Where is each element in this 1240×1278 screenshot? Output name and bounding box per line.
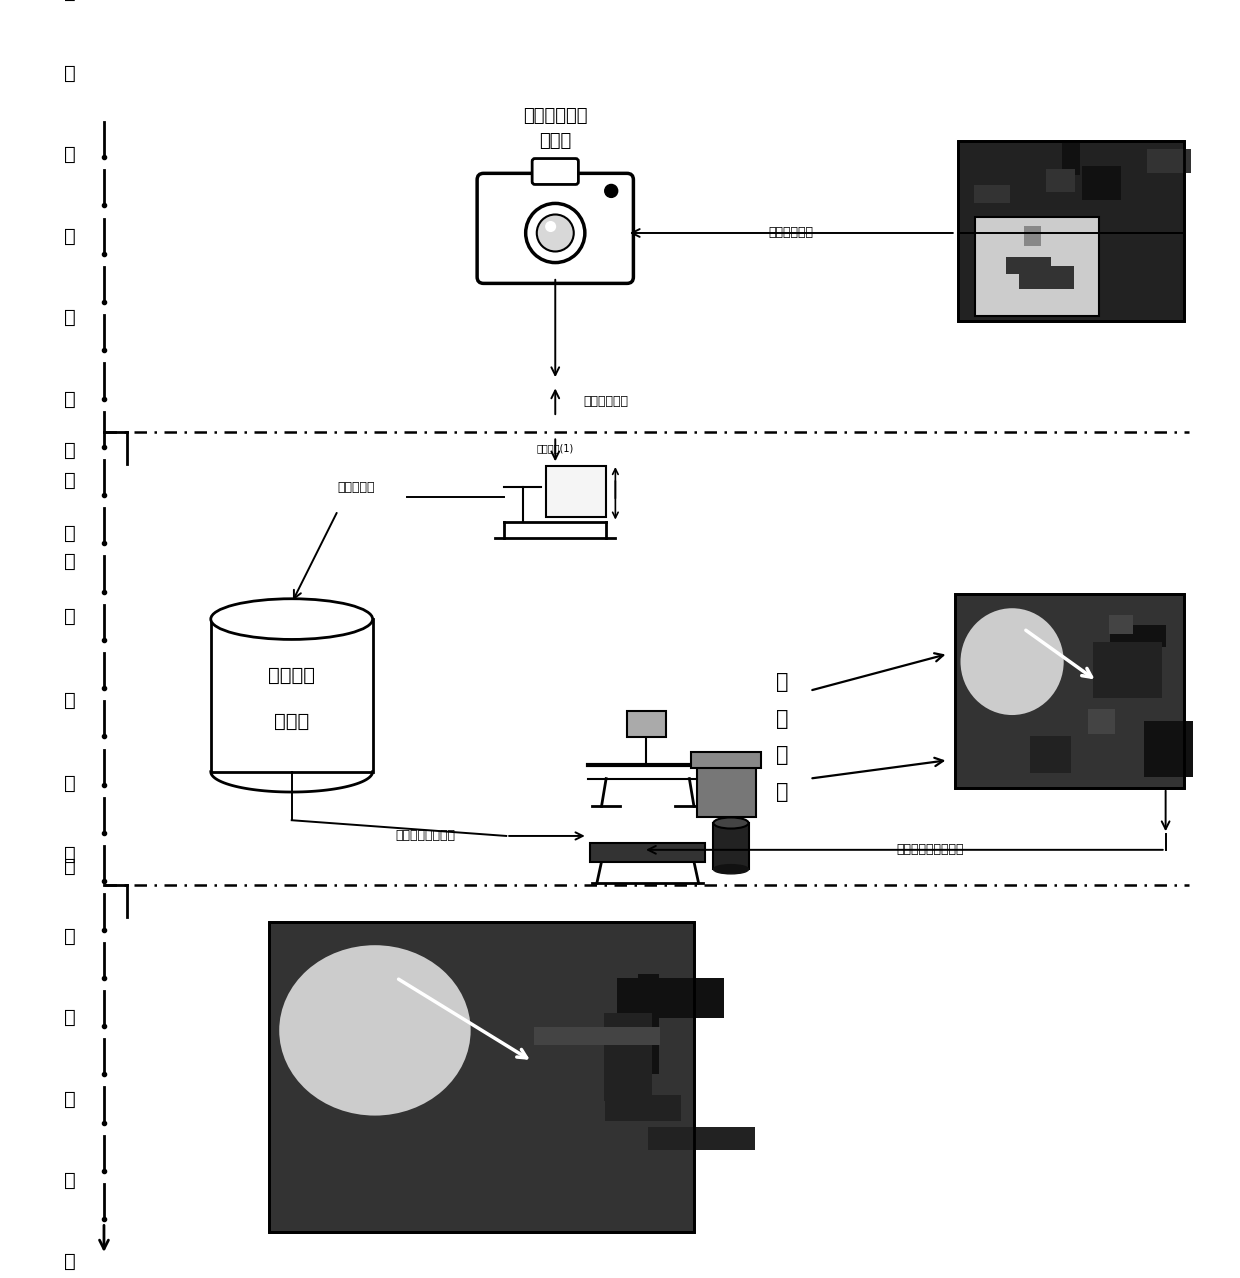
FancyBboxPatch shape xyxy=(1110,625,1166,648)
FancyBboxPatch shape xyxy=(973,185,1009,203)
FancyBboxPatch shape xyxy=(590,843,706,861)
Text: 块: 块 xyxy=(64,858,76,875)
Text: 交: 交 xyxy=(64,846,76,864)
FancyBboxPatch shape xyxy=(975,217,1099,317)
Ellipse shape xyxy=(961,608,1064,714)
FancyBboxPatch shape xyxy=(477,174,634,284)
Text: 充电器组(1): 充电器组(1) xyxy=(537,443,574,454)
Text: 染: 染 xyxy=(775,782,789,803)
Text: 数据库: 数据库 xyxy=(274,712,309,731)
Text: 块: 块 xyxy=(64,1252,76,1272)
Text: 模: 模 xyxy=(64,773,76,792)
FancyBboxPatch shape xyxy=(1029,736,1070,773)
FancyBboxPatch shape xyxy=(618,978,724,1017)
Ellipse shape xyxy=(279,946,471,1116)
Circle shape xyxy=(605,184,618,197)
Ellipse shape xyxy=(713,865,749,874)
Text: 识别信息: 识别信息 xyxy=(268,666,315,685)
FancyBboxPatch shape xyxy=(713,823,749,869)
Text: 模: 模 xyxy=(64,1171,76,1190)
FancyBboxPatch shape xyxy=(269,921,694,1232)
FancyBboxPatch shape xyxy=(1092,642,1162,698)
FancyBboxPatch shape xyxy=(1006,257,1052,273)
FancyBboxPatch shape xyxy=(627,711,666,737)
Text: 渲: 渲 xyxy=(775,745,789,766)
FancyBboxPatch shape xyxy=(1110,615,1133,634)
Text: 真: 真 xyxy=(64,0,76,1)
FancyBboxPatch shape xyxy=(1081,166,1121,199)
Text: 提取识别标记: 提取识别标记 xyxy=(584,395,629,408)
Text: 检索对应虚拟对象: 检索对应虚拟对象 xyxy=(396,829,456,842)
Text: 互: 互 xyxy=(64,927,76,946)
FancyBboxPatch shape xyxy=(1143,721,1203,777)
Ellipse shape xyxy=(211,599,373,639)
Ellipse shape xyxy=(713,818,749,828)
FancyBboxPatch shape xyxy=(697,764,756,817)
FancyBboxPatch shape xyxy=(605,1095,681,1121)
Text: 合: 合 xyxy=(64,690,76,709)
Text: 虚: 虚 xyxy=(64,441,76,460)
FancyBboxPatch shape xyxy=(533,1026,661,1045)
FancyBboxPatch shape xyxy=(1019,266,1074,289)
Text: 查询数据库: 查询数据库 xyxy=(337,481,376,493)
Text: 捕获现实场景: 捕获现实场景 xyxy=(769,226,813,239)
FancyBboxPatch shape xyxy=(957,141,1184,321)
Circle shape xyxy=(537,215,574,252)
FancyBboxPatch shape xyxy=(691,751,761,768)
FancyBboxPatch shape xyxy=(532,158,578,184)
Circle shape xyxy=(526,203,585,262)
FancyBboxPatch shape xyxy=(211,619,373,772)
Text: 移动设备内置
摄像头: 移动设备内置 摄像头 xyxy=(523,107,588,151)
Text: 模: 模 xyxy=(64,470,76,489)
FancyBboxPatch shape xyxy=(1087,709,1116,734)
Text: 作: 作 xyxy=(64,1090,76,1108)
Text: 获: 获 xyxy=(64,390,76,409)
Text: 捕: 捕 xyxy=(64,308,76,327)
Text: 时: 时 xyxy=(775,708,789,728)
FancyBboxPatch shape xyxy=(1024,226,1042,247)
Text: 场: 场 xyxy=(64,146,76,165)
FancyBboxPatch shape xyxy=(1147,150,1190,173)
Text: 捕获手势，进行交互: 捕获手势，进行交互 xyxy=(897,843,963,856)
Text: 实: 实 xyxy=(64,64,76,83)
FancyBboxPatch shape xyxy=(1045,169,1075,193)
FancyBboxPatch shape xyxy=(1061,141,1080,175)
Text: 块: 块 xyxy=(64,552,76,571)
Text: 融: 融 xyxy=(64,607,76,626)
FancyBboxPatch shape xyxy=(637,974,660,1074)
Text: 实: 实 xyxy=(775,671,789,691)
FancyBboxPatch shape xyxy=(647,1127,755,1150)
Text: 实: 实 xyxy=(64,524,76,543)
FancyBboxPatch shape xyxy=(604,1013,652,1100)
Circle shape xyxy=(546,221,557,233)
Text: 操: 操 xyxy=(64,1008,76,1028)
FancyBboxPatch shape xyxy=(955,594,1184,787)
FancyBboxPatch shape xyxy=(546,466,606,516)
Text: 景: 景 xyxy=(64,226,76,245)
